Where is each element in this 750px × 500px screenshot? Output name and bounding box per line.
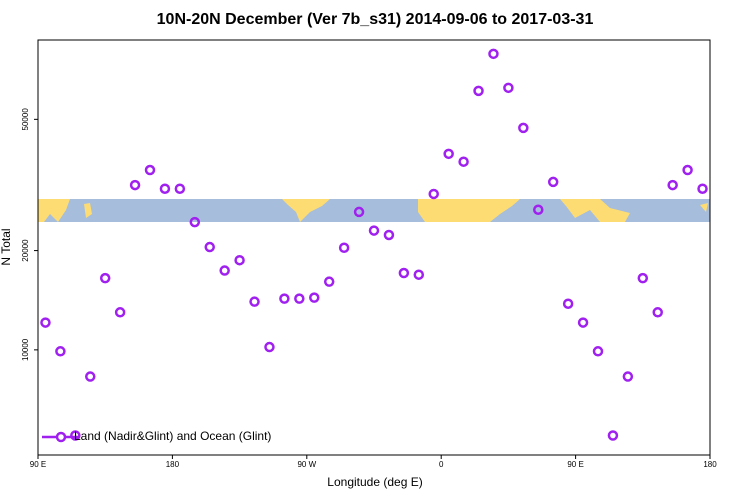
point bbox=[189, 216, 201, 228]
point bbox=[249, 296, 260, 307]
point bbox=[503, 82, 514, 94]
point bbox=[697, 183, 708, 194]
map-strip bbox=[38, 199, 710, 222]
point bbox=[518, 122, 529, 134]
point bbox=[682, 164, 693, 176]
point bbox=[443, 148, 454, 160]
point bbox=[428, 188, 439, 200]
point bbox=[547, 176, 559, 188]
point bbox=[159, 183, 171, 194]
point bbox=[667, 179, 678, 191]
x-tick-label: 180 bbox=[703, 460, 717, 469]
point bbox=[85, 371, 96, 382]
point bbox=[533, 204, 544, 215]
point bbox=[204, 241, 215, 253]
x-axis-label: Longitude (deg E) bbox=[327, 475, 422, 489]
point bbox=[637, 272, 649, 284]
point bbox=[562, 298, 574, 309]
point bbox=[353, 206, 365, 218]
point bbox=[264, 341, 275, 353]
point bbox=[294, 293, 305, 304]
chart-title: 10N-20N December (Ver 7b_s31) 2014-09-06… bbox=[157, 11, 594, 28]
point bbox=[383, 229, 395, 241]
point bbox=[279, 293, 290, 304]
point bbox=[40, 317, 51, 328]
point bbox=[70, 430, 81, 441]
point bbox=[368, 225, 380, 236]
point bbox=[129, 179, 141, 191]
point bbox=[607, 430, 619, 441]
point bbox=[413, 269, 425, 280]
point bbox=[622, 371, 634, 382]
point bbox=[592, 346, 604, 357]
point bbox=[99, 272, 111, 284]
point bbox=[488, 48, 499, 60]
x-tick-label: 90 E bbox=[30, 460, 46, 469]
point bbox=[338, 242, 350, 253]
point bbox=[652, 307, 663, 318]
x-tick-label: 90 E bbox=[567, 460, 583, 469]
y-tick-label: 50000 bbox=[21, 108, 30, 131]
point bbox=[309, 292, 320, 303]
point bbox=[577, 317, 589, 328]
point bbox=[398, 267, 410, 279]
point bbox=[114, 307, 126, 318]
x-tick-label: 180 bbox=[166, 460, 180, 469]
y-tick-label: 10000 bbox=[21, 338, 30, 361]
point bbox=[55, 346, 66, 357]
point bbox=[174, 183, 186, 194]
y-tick-label: 20000 bbox=[21, 239, 30, 262]
point bbox=[473, 85, 484, 97]
point bbox=[144, 164, 156, 176]
point bbox=[234, 254, 245, 266]
x-tick-label: 90 W bbox=[297, 460, 316, 469]
plot-frame bbox=[37, 39, 711, 456]
point bbox=[458, 156, 469, 167]
point bbox=[219, 265, 230, 276]
point bbox=[323, 276, 335, 287]
x-tick-label: 0 bbox=[439, 460, 444, 469]
legend-marker bbox=[55, 431, 67, 443]
y-axis-label: N Total bbox=[0, 228, 13, 265]
legend-label: Land (Nadir&Glint) and Ocean (Glint) bbox=[74, 429, 271, 443]
